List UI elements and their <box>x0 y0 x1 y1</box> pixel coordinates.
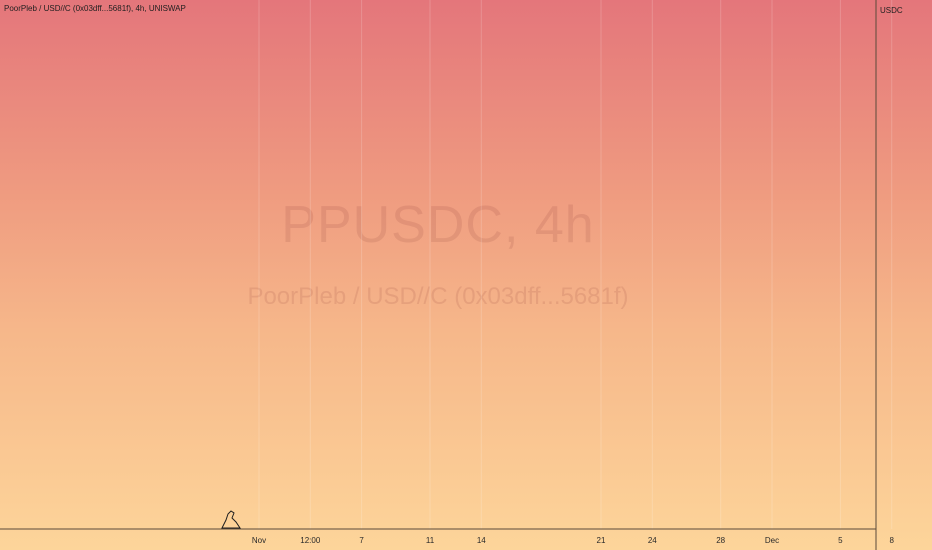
time-tick-label: 21 <box>596 536 606 545</box>
time-tick-label: 24 <box>647 536 657 545</box>
time-tick-label: Dec <box>764 536 780 545</box>
time-tick-label: 8 <box>889 536 894 545</box>
time-tick-label: 28 <box>716 536 726 545</box>
time-tick-label: 12:00 <box>300 536 321 545</box>
time-tick-label: 5 <box>838 536 843 545</box>
time-tick-label: 14 <box>476 536 486 545</box>
time-tick-label: Nov <box>251 536 267 545</box>
time-tick-label: 7 <box>359 536 364 545</box>
symbol-watermark: PPUSDC, 4h <box>281 196 595 254</box>
time-tick-label: 11 <box>425 536 435 545</box>
name-watermark: PoorPleb / USD//C (0x03dff...5681f) <box>247 283 629 310</box>
symbol-header[interactable]: PoorPleb / USD//C (0x03dff...5681f), 4h,… <box>4 4 186 13</box>
currency-label: USDC <box>880 6 903 15</box>
tradingview-logo <box>221 510 241 529</box>
